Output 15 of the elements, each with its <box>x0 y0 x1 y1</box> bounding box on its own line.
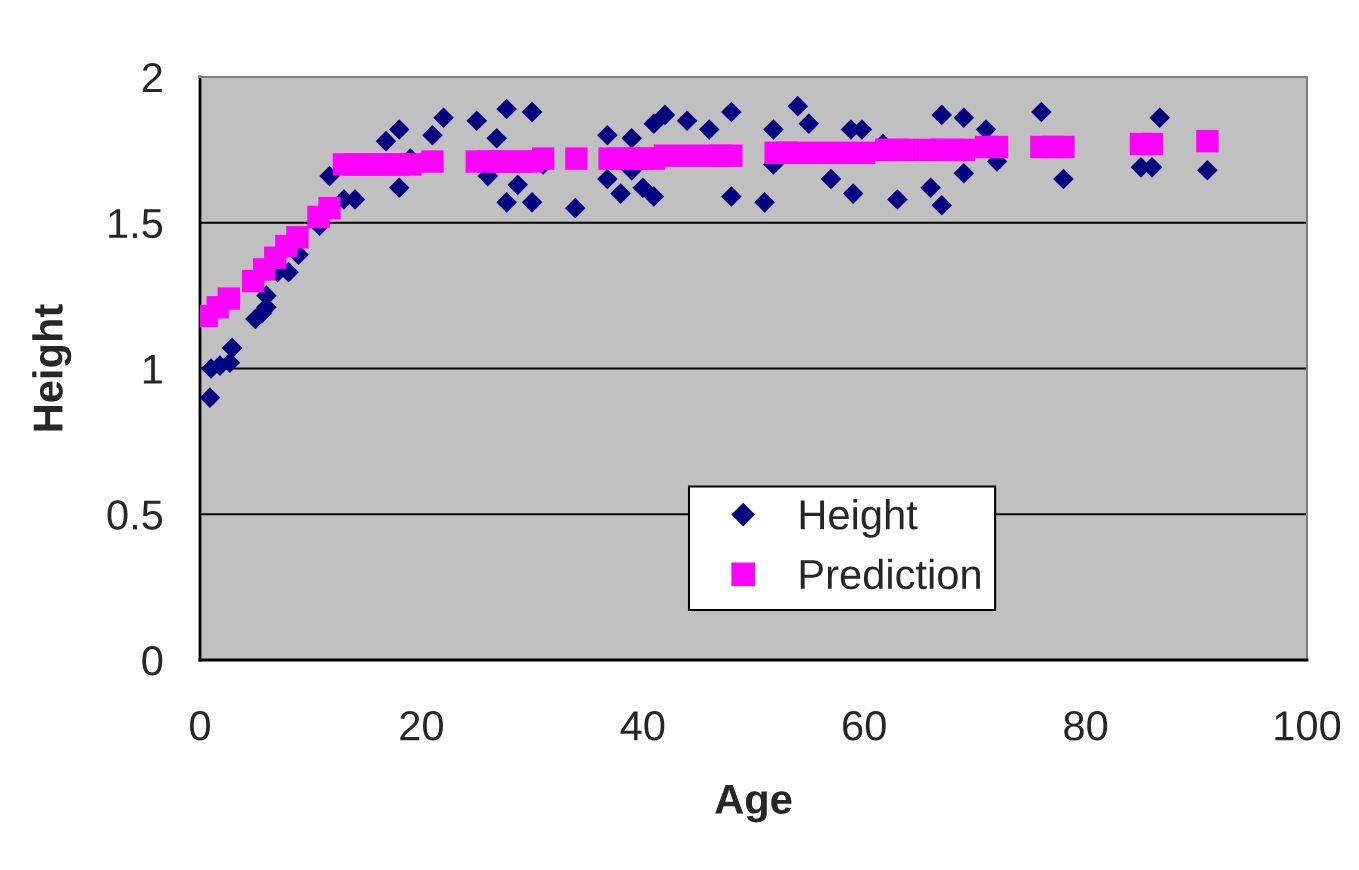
y-tick-label: 0 <box>142 646 163 676</box>
legend-label: Height <box>800 499 918 538</box>
legend-label: Prediction <box>800 558 980 590</box>
x-tick-label: 20 <box>400 711 443 741</box>
x-tick-label: 40 <box>620 711 665 741</box>
x-tick-label: 0 <box>190 711 210 741</box>
y-tick-label: 2 <box>142 63 162 93</box>
y-tick-label: 0.5 <box>107 500 163 530</box>
y-tick-label: 1 <box>143 354 162 384</box>
x-tick-label: 60 <box>843 711 886 741</box>
x-tick-label: 100 <box>1275 711 1341 741</box>
y-axis-title: Height <box>32 304 72 431</box>
x-tick-label: 80 <box>1064 711 1108 741</box>
x-axis-title: Age <box>715 784 792 823</box>
y-tick-label: 1.5 <box>109 209 163 239</box>
